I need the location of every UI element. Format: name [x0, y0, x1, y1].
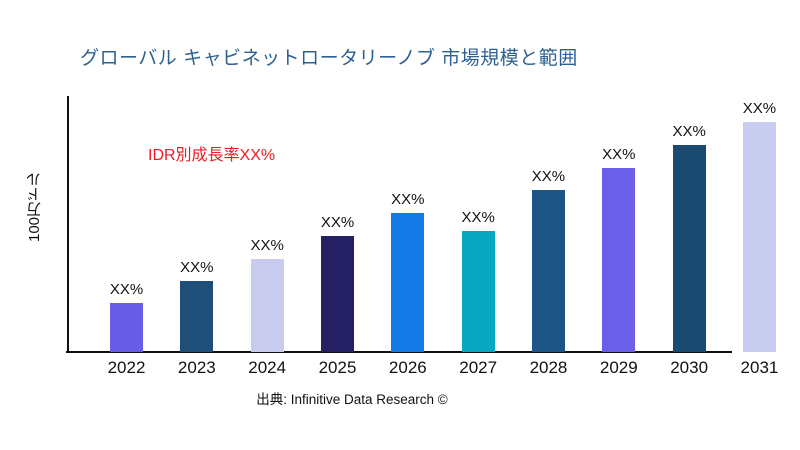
chart-title: グローバル キャビネットロータリーノブ 市場規模と範囲 — [80, 48, 578, 69]
bar-slot-2026: XX% — [391, 191, 425, 352]
bar-slot-2024: XX% — [250, 237, 284, 352]
bar-2025 — [320, 236, 354, 352]
bar-2027 — [461, 231, 495, 352]
x-tick-2025: 2025 — [318, 358, 357, 377]
x-tick-2023: 2023 — [177, 358, 216, 377]
bar-value-label-2025: XX% — [320, 214, 355, 231]
x-tick-2029: 2029 — [599, 358, 638, 377]
bar-value-label-2028: XX% — [531, 168, 566, 185]
bar-2030 — [672, 145, 706, 352]
bar-slot-2028: XX% — [532, 168, 565, 352]
source-attribution: 出典: Infinitive Data Research © — [256, 392, 448, 407]
x-tick-2022: 2022 — [107, 358, 146, 377]
x-tick-2030: 2030 — [670, 358, 709, 377]
bar-slot-2025: XX% — [321, 214, 354, 352]
x-tick-labels: 2022 2023 2024 2025 2026 2027 2028 2029 2030 2031 — [107, 358, 779, 378]
bar-value-label-2031: XX% — [742, 100, 777, 117]
bar-value-label-2024: XX% — [250, 237, 284, 254]
bar-2024 — [250, 259, 284, 352]
x-tick-2031: 2031 — [740, 358, 779, 377]
bar-value-label-2030: XX% — [672, 123, 706, 140]
bar-slot-2022: XX% — [110, 281, 143, 352]
bar-slot-2031: XX% — [743, 100, 776, 352]
growth-rate-annotation: IDR別成長率XX% — [148, 147, 276, 164]
bar-value-label-2026: XX% — [391, 191, 425, 208]
y-axis-line — [67, 96, 69, 353]
x-tick-2026: 2026 — [388, 358, 427, 377]
bar-2031 — [742, 122, 776, 352]
x-tick-2027: 2027 — [459, 358, 498, 377]
bar-slot-2030: XX% — [672, 123, 706, 352]
bar-slot-2023: XX% — [180, 259, 214, 352]
bar-2026 — [391, 213, 425, 352]
bar-2023 — [180, 281, 214, 352]
bar-2029 — [602, 168, 636, 352]
bar-value-label-2023: XX% — [180, 259, 214, 276]
bar-slot-2027: XX% — [461, 209, 495, 352]
bar-2028 — [531, 190, 565, 352]
x-tick-2028: 2028 — [529, 358, 568, 377]
bar-value-label-2022: XX% — [109, 281, 144, 298]
bars-layer: XX% XX% XX% XX% XX% XX% XX% XX% XX% XX% — [110, 97, 776, 352]
x-axis-line — [66, 351, 732, 353]
bar-2022 — [110, 303, 143, 352]
bar-value-label-2027: XX% — [461, 209, 495, 226]
bar-slot-2029: XX% — [602, 146, 635, 352]
x-tick-2024: 2024 — [248, 358, 287, 377]
y-axis-label: 100万ドル — [26, 171, 43, 243]
bar-value-label-2029: XX% — [602, 146, 636, 163]
